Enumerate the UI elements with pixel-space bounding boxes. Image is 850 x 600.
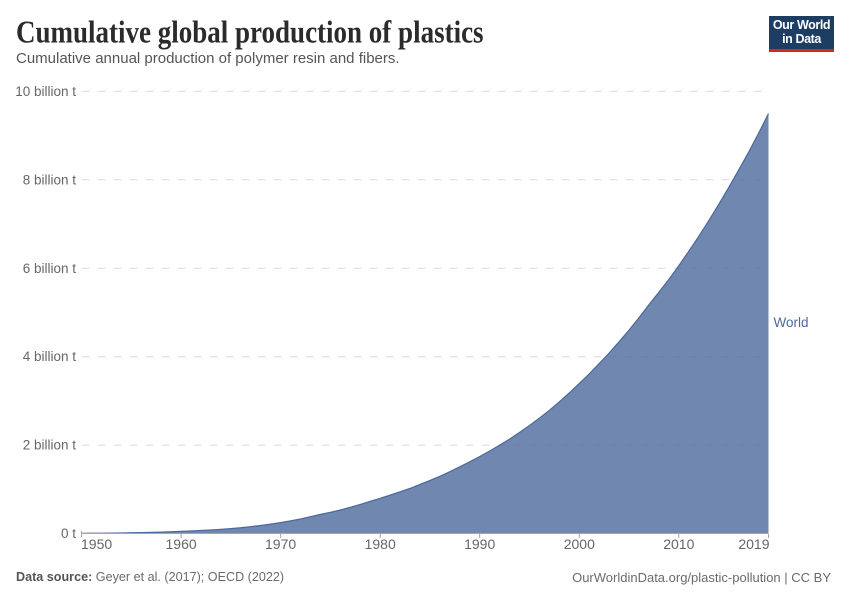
svg-text:World: World xyxy=(774,315,809,330)
svg-text:1950: 1950 xyxy=(81,536,112,552)
svg-text:1990: 1990 xyxy=(464,536,495,552)
svg-text:1980: 1980 xyxy=(365,536,396,552)
svg-text:1970: 1970 xyxy=(265,536,296,552)
svg-text:6 billion t: 6 billion t xyxy=(23,261,77,276)
svg-text:10 billion t: 10 billion t xyxy=(15,84,76,99)
svg-text:2000: 2000 xyxy=(564,536,595,552)
svg-text:1960: 1960 xyxy=(166,536,197,552)
svg-text:8 billion t: 8 billion t xyxy=(23,172,77,187)
svg-text:2019: 2019 xyxy=(738,536,769,552)
svg-text:2 billion t: 2 billion t xyxy=(23,438,77,453)
svg-text:2010: 2010 xyxy=(663,536,694,552)
svg-text:4 billion t: 4 billion t xyxy=(23,349,77,364)
svg-text:0 t: 0 t xyxy=(61,526,76,541)
